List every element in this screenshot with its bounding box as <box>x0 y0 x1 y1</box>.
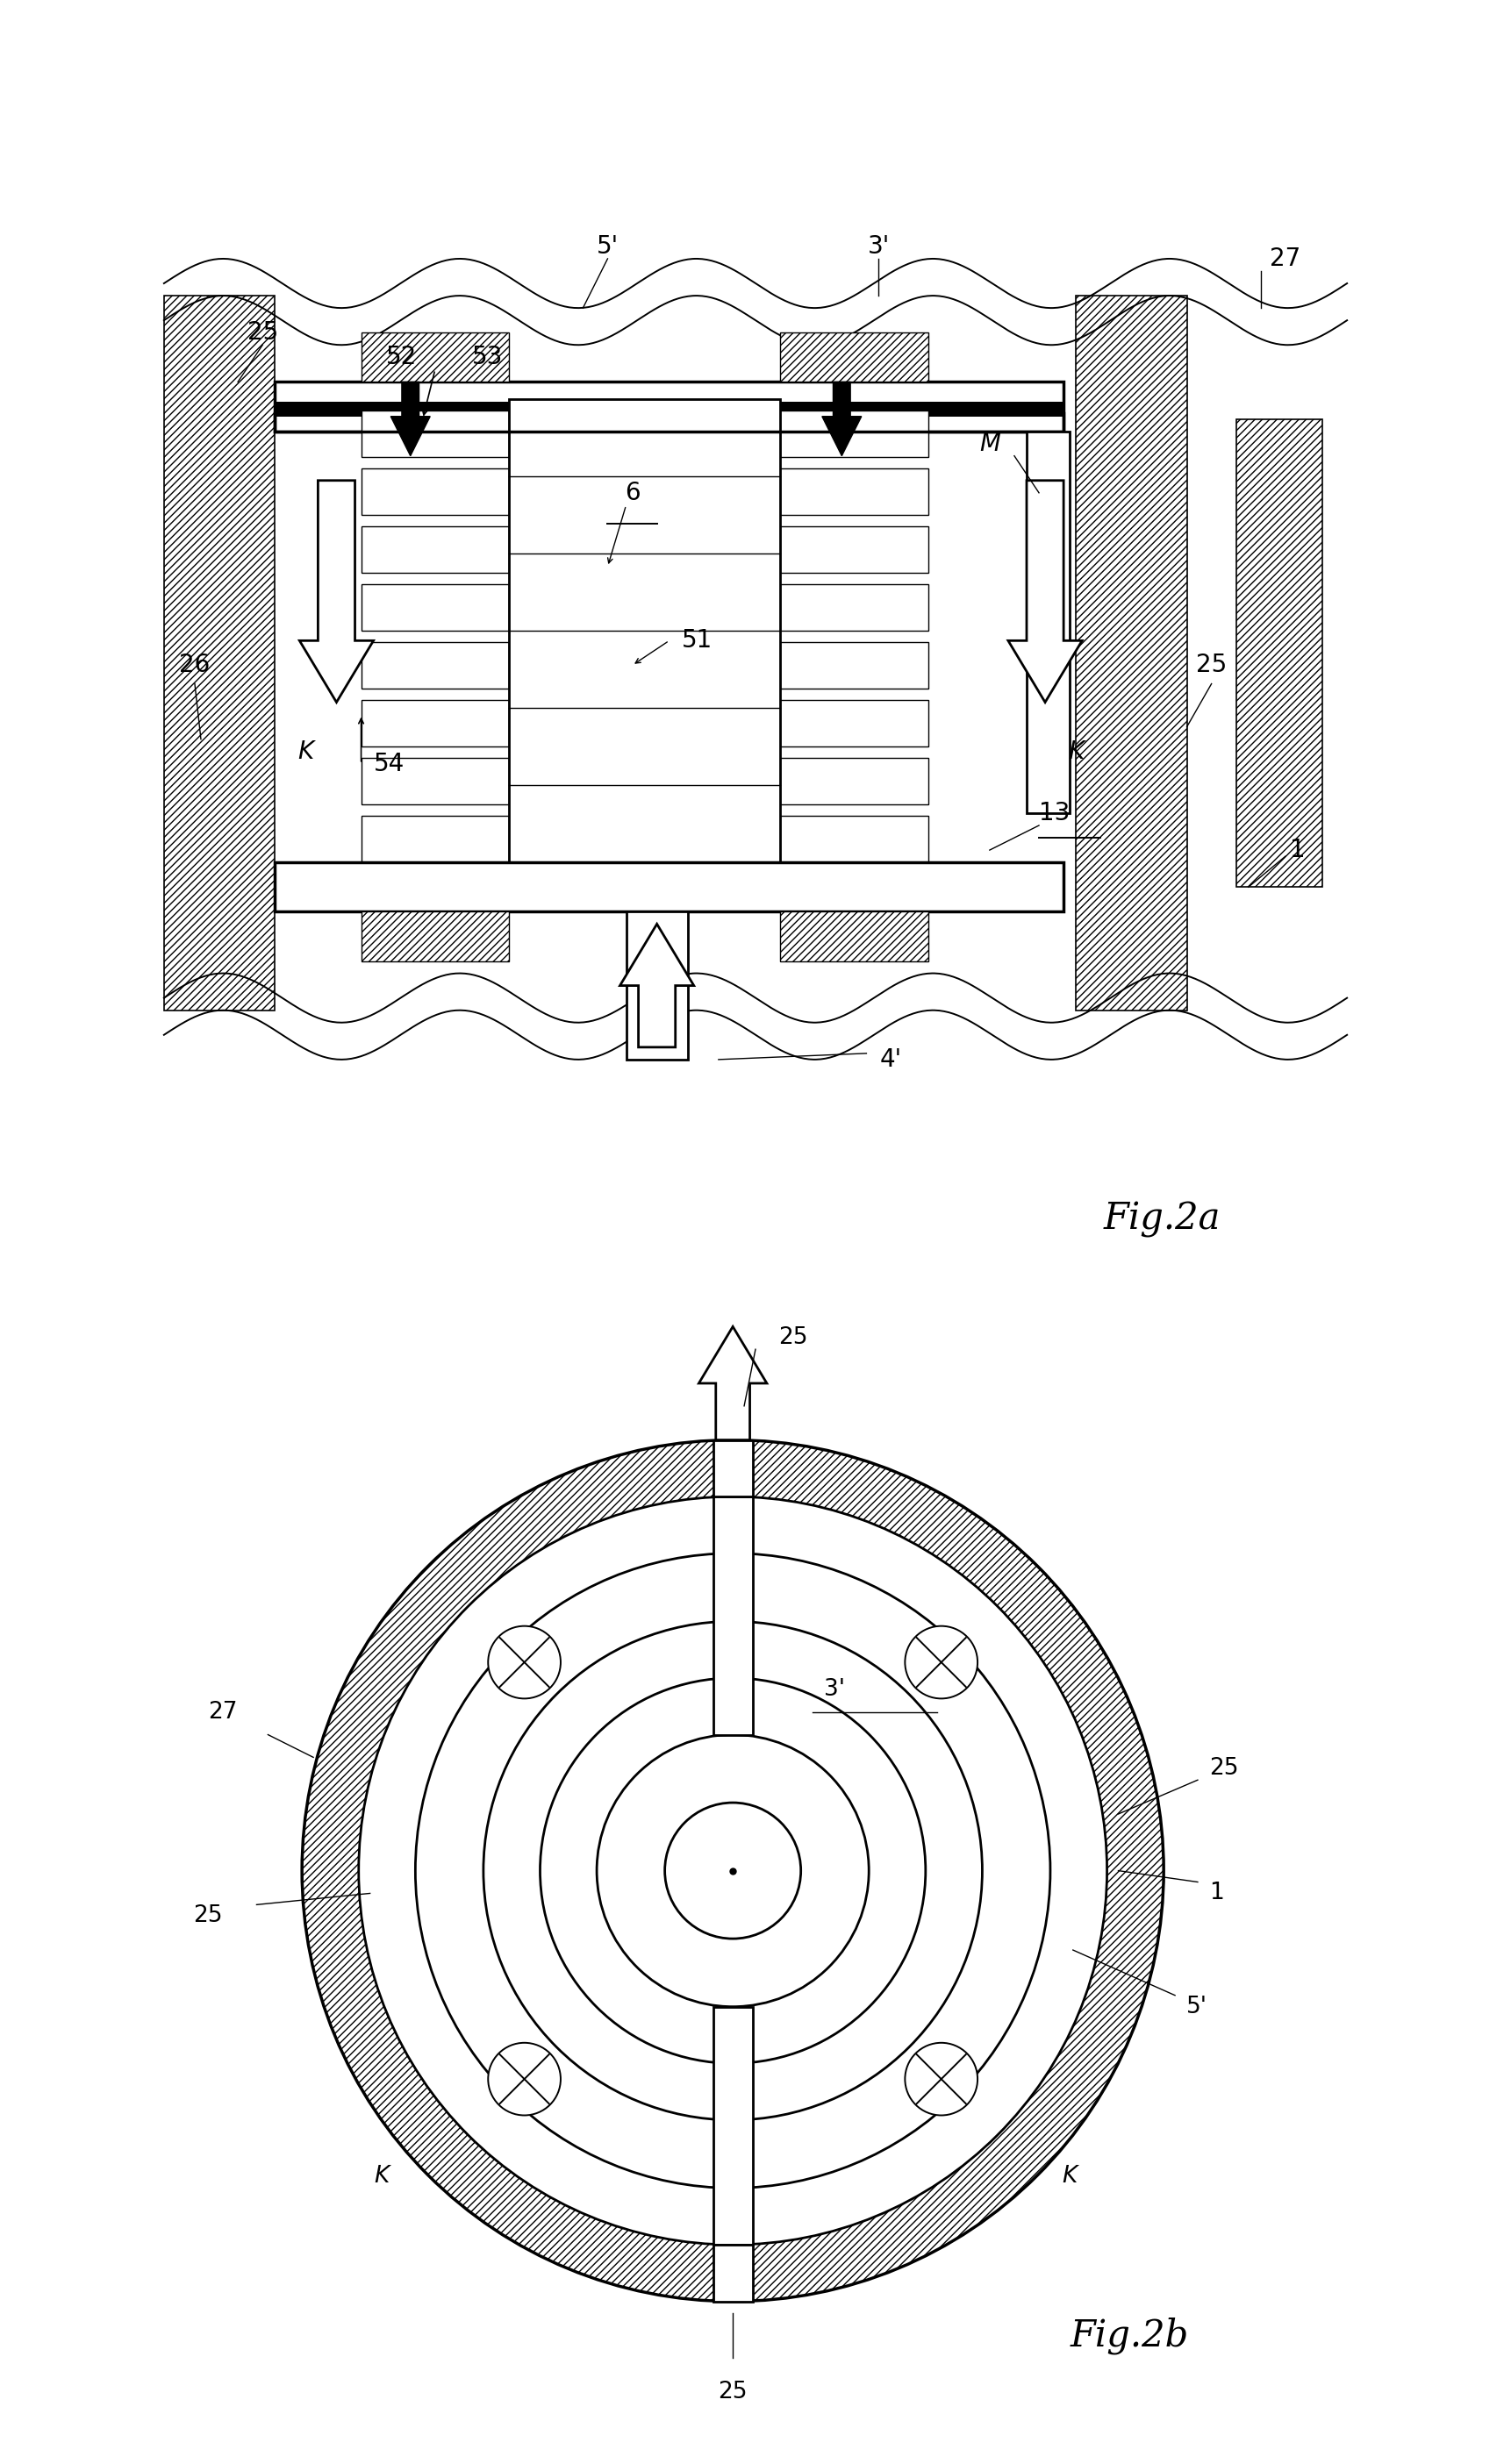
Bar <box>275 882 1064 897</box>
Text: 5': 5' <box>597 234 618 259</box>
Text: 53: 53 <box>471 345 503 370</box>
Circle shape <box>905 1626 978 1698</box>
Text: 26: 26 <box>180 653 210 678</box>
Circle shape <box>597 1735 869 2006</box>
Bar <box>780 333 928 382</box>
Bar <box>713 2245 752 2301</box>
Bar <box>780 912 928 961</box>
Text: 27: 27 <box>1269 246 1301 271</box>
Circle shape <box>488 1626 561 1698</box>
Polygon shape <box>299 480 373 702</box>
Bar <box>713 1439 752 1496</box>
Bar <box>780 641 928 687</box>
Bar <box>361 333 509 382</box>
Bar <box>275 862 1064 912</box>
Bar <box>780 525 928 572</box>
Bar <box>361 816 509 862</box>
Text: 1: 1 <box>1290 838 1306 862</box>
Bar <box>780 816 928 862</box>
Bar <box>1076 296 1186 1010</box>
Text: K: K <box>1068 739 1083 764</box>
Bar <box>165 296 275 1010</box>
Text: 6: 6 <box>624 480 641 505</box>
Text: 25: 25 <box>248 320 278 345</box>
Bar <box>361 641 509 687</box>
Text: 25: 25 <box>193 1905 222 1927</box>
Text: K: K <box>373 2166 388 2188</box>
Text: 25: 25 <box>1209 1757 1239 1779</box>
Text: Fig.2a: Fig.2a <box>1103 1202 1221 1237</box>
Circle shape <box>302 1439 1163 2301</box>
Polygon shape <box>698 1326 768 1439</box>
Text: 51: 51 <box>681 628 713 653</box>
Circle shape <box>905 2043 978 2114</box>
Bar <box>361 759 509 803</box>
Bar <box>713 2006 752 2245</box>
Text: 25: 25 <box>778 1326 807 1350</box>
Text: 3': 3' <box>867 234 890 259</box>
Text: Fig.2b: Fig.2b <box>1070 2316 1189 2353</box>
Bar <box>275 394 1064 411</box>
Bar <box>361 584 509 631</box>
Bar <box>361 468 509 515</box>
Bar <box>1026 431 1070 813</box>
Text: 3': 3' <box>823 1678 845 1700</box>
Text: M: M <box>979 431 1000 456</box>
Text: 5': 5' <box>1186 1996 1207 2018</box>
Text: 1: 1 <box>1209 1882 1224 1905</box>
Circle shape <box>488 2043 561 2114</box>
Polygon shape <box>822 382 861 456</box>
Bar <box>275 382 1064 431</box>
Bar <box>361 525 509 572</box>
Text: 13: 13 <box>1040 801 1070 825</box>
Bar <box>275 411 1064 431</box>
Bar <box>780 759 928 803</box>
Text: 25: 25 <box>718 2380 748 2402</box>
Bar <box>780 409 928 456</box>
Polygon shape <box>1008 480 1082 702</box>
Bar <box>275 402 1064 416</box>
Text: 4': 4' <box>879 1047 902 1072</box>
Text: K: K <box>1062 2166 1077 2188</box>
Text: 52: 52 <box>385 345 417 370</box>
Bar <box>1236 419 1322 887</box>
Bar <box>780 700 928 747</box>
Circle shape <box>665 1804 801 1939</box>
Bar <box>361 409 509 456</box>
Polygon shape <box>391 382 431 456</box>
Bar <box>509 399 780 862</box>
Text: 54: 54 <box>373 752 405 776</box>
Bar <box>780 584 928 631</box>
Text: 27: 27 <box>209 1700 237 1722</box>
Text: K: K <box>298 739 314 764</box>
Polygon shape <box>620 924 694 1047</box>
Bar <box>626 912 688 1060</box>
Text: 25: 25 <box>1197 653 1227 678</box>
Bar <box>780 468 928 515</box>
Bar <box>361 700 509 747</box>
Bar <box>361 912 509 961</box>
Bar <box>713 1496 752 1735</box>
Circle shape <box>358 1496 1108 2245</box>
